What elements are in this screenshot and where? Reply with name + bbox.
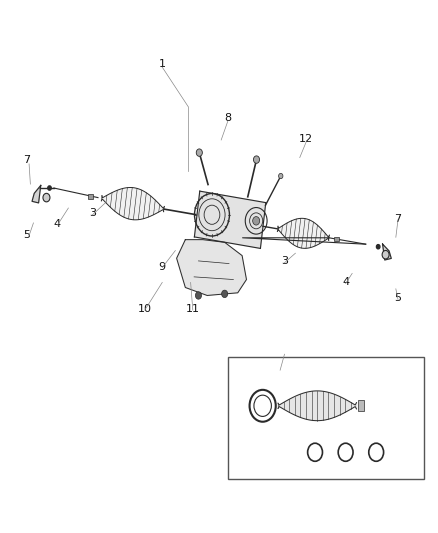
Text: 1: 1 <box>159 60 166 69</box>
Circle shape <box>196 149 202 156</box>
Text: 7: 7 <box>23 155 31 165</box>
Polygon shape <box>32 185 41 203</box>
Text: 2: 2 <box>276 368 284 378</box>
Text: 4: 4 <box>342 278 349 287</box>
Circle shape <box>279 173 283 179</box>
Polygon shape <box>382 244 391 260</box>
Text: 11: 11 <box>186 304 200 314</box>
Circle shape <box>43 193 50 202</box>
Bar <box>334 237 339 241</box>
Text: 7: 7 <box>395 214 402 224</box>
Text: 12: 12 <box>299 134 313 144</box>
Circle shape <box>376 245 380 249</box>
Circle shape <box>222 290 228 297</box>
Polygon shape <box>194 191 266 248</box>
Circle shape <box>254 156 260 163</box>
Circle shape <box>254 395 272 416</box>
Polygon shape <box>277 219 329 248</box>
Circle shape <box>250 390 276 422</box>
Text: 9: 9 <box>159 262 166 271</box>
Circle shape <box>382 251 389 259</box>
Polygon shape <box>101 188 164 220</box>
Circle shape <box>253 216 260 225</box>
Text: 3: 3 <box>89 208 96 219</box>
Circle shape <box>195 292 201 299</box>
Bar <box>88 193 93 199</box>
Text: 8: 8 <box>224 112 231 123</box>
Text: 10: 10 <box>138 304 152 314</box>
Bar <box>228 357 424 479</box>
Text: 5: 5 <box>395 293 402 303</box>
Polygon shape <box>278 391 357 421</box>
Text: 3: 3 <box>281 256 288 266</box>
Polygon shape <box>177 240 247 295</box>
Text: 4: 4 <box>54 219 61 229</box>
Text: 5: 5 <box>23 230 30 240</box>
Circle shape <box>48 186 51 190</box>
Bar <box>358 400 364 411</box>
